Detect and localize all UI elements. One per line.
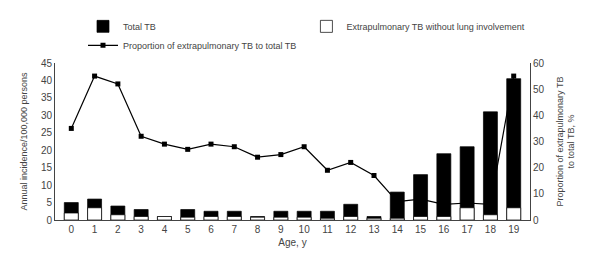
svg-text:13: 13 <box>368 224 380 235</box>
svg-text:60: 60 <box>533 58 545 69</box>
svg-text:8: 8 <box>255 224 261 235</box>
svg-text:Age, y: Age, y <box>278 237 306 248</box>
svg-text:20: 20 <box>533 162 545 173</box>
svg-text:10: 10 <box>533 188 545 199</box>
svg-text:20: 20 <box>41 145 53 156</box>
svg-text:25: 25 <box>41 127 53 138</box>
svg-text:19: 19 <box>508 224 520 235</box>
svg-text:7: 7 <box>232 224 238 235</box>
svg-text:6: 6 <box>208 224 214 235</box>
svg-text:18: 18 <box>485 224 497 235</box>
svg-text:45: 45 <box>41 58 53 69</box>
svg-text:17: 17 <box>462 224 474 235</box>
svg-text:Extrapulmonary TB without lung: Extrapulmonary TB without lung involveme… <box>346 22 524 32</box>
svg-text:12: 12 <box>345 224 357 235</box>
svg-text:40: 40 <box>533 110 545 121</box>
svg-text:Total TB: Total TB <box>123 22 156 32</box>
svg-text:0: 0 <box>533 215 539 226</box>
svg-text:4: 4 <box>162 224 168 235</box>
svg-text:35: 35 <box>41 92 53 103</box>
svg-text:40: 40 <box>41 75 53 86</box>
svg-text:50: 50 <box>533 84 545 95</box>
svg-text:14: 14 <box>392 224 404 235</box>
svg-text:5: 5 <box>185 224 191 235</box>
svg-text:15: 15 <box>415 224 427 235</box>
svg-text:11: 11 <box>322 224 333 235</box>
svg-text:10: 10 <box>41 180 53 191</box>
svg-text:5: 5 <box>46 197 52 208</box>
svg-text:30: 30 <box>533 136 545 147</box>
svg-text:0: 0 <box>46 215 52 226</box>
svg-text:Annual incidence/100,000 perso: Annual incidence/100,000 persons <box>19 72 29 211</box>
svg-text:Proportion of extrapulmonary T: Proportion of extrapulmonary TB to total… <box>123 41 296 51</box>
svg-text:10: 10 <box>299 224 311 235</box>
svg-text:0: 0 <box>69 224 75 235</box>
svg-text:3: 3 <box>138 224 144 235</box>
svg-text:Proportion of extrapulmonary T: Proportion of extrapulmonary TBto total … <box>555 77 577 207</box>
svg-text:30: 30 <box>41 110 53 121</box>
svg-text:2: 2 <box>115 224 121 235</box>
svg-text:1: 1 <box>92 224 98 235</box>
svg-text:9: 9 <box>278 224 284 235</box>
svg-text:16: 16 <box>438 224 450 235</box>
svg-text:15: 15 <box>41 162 53 173</box>
